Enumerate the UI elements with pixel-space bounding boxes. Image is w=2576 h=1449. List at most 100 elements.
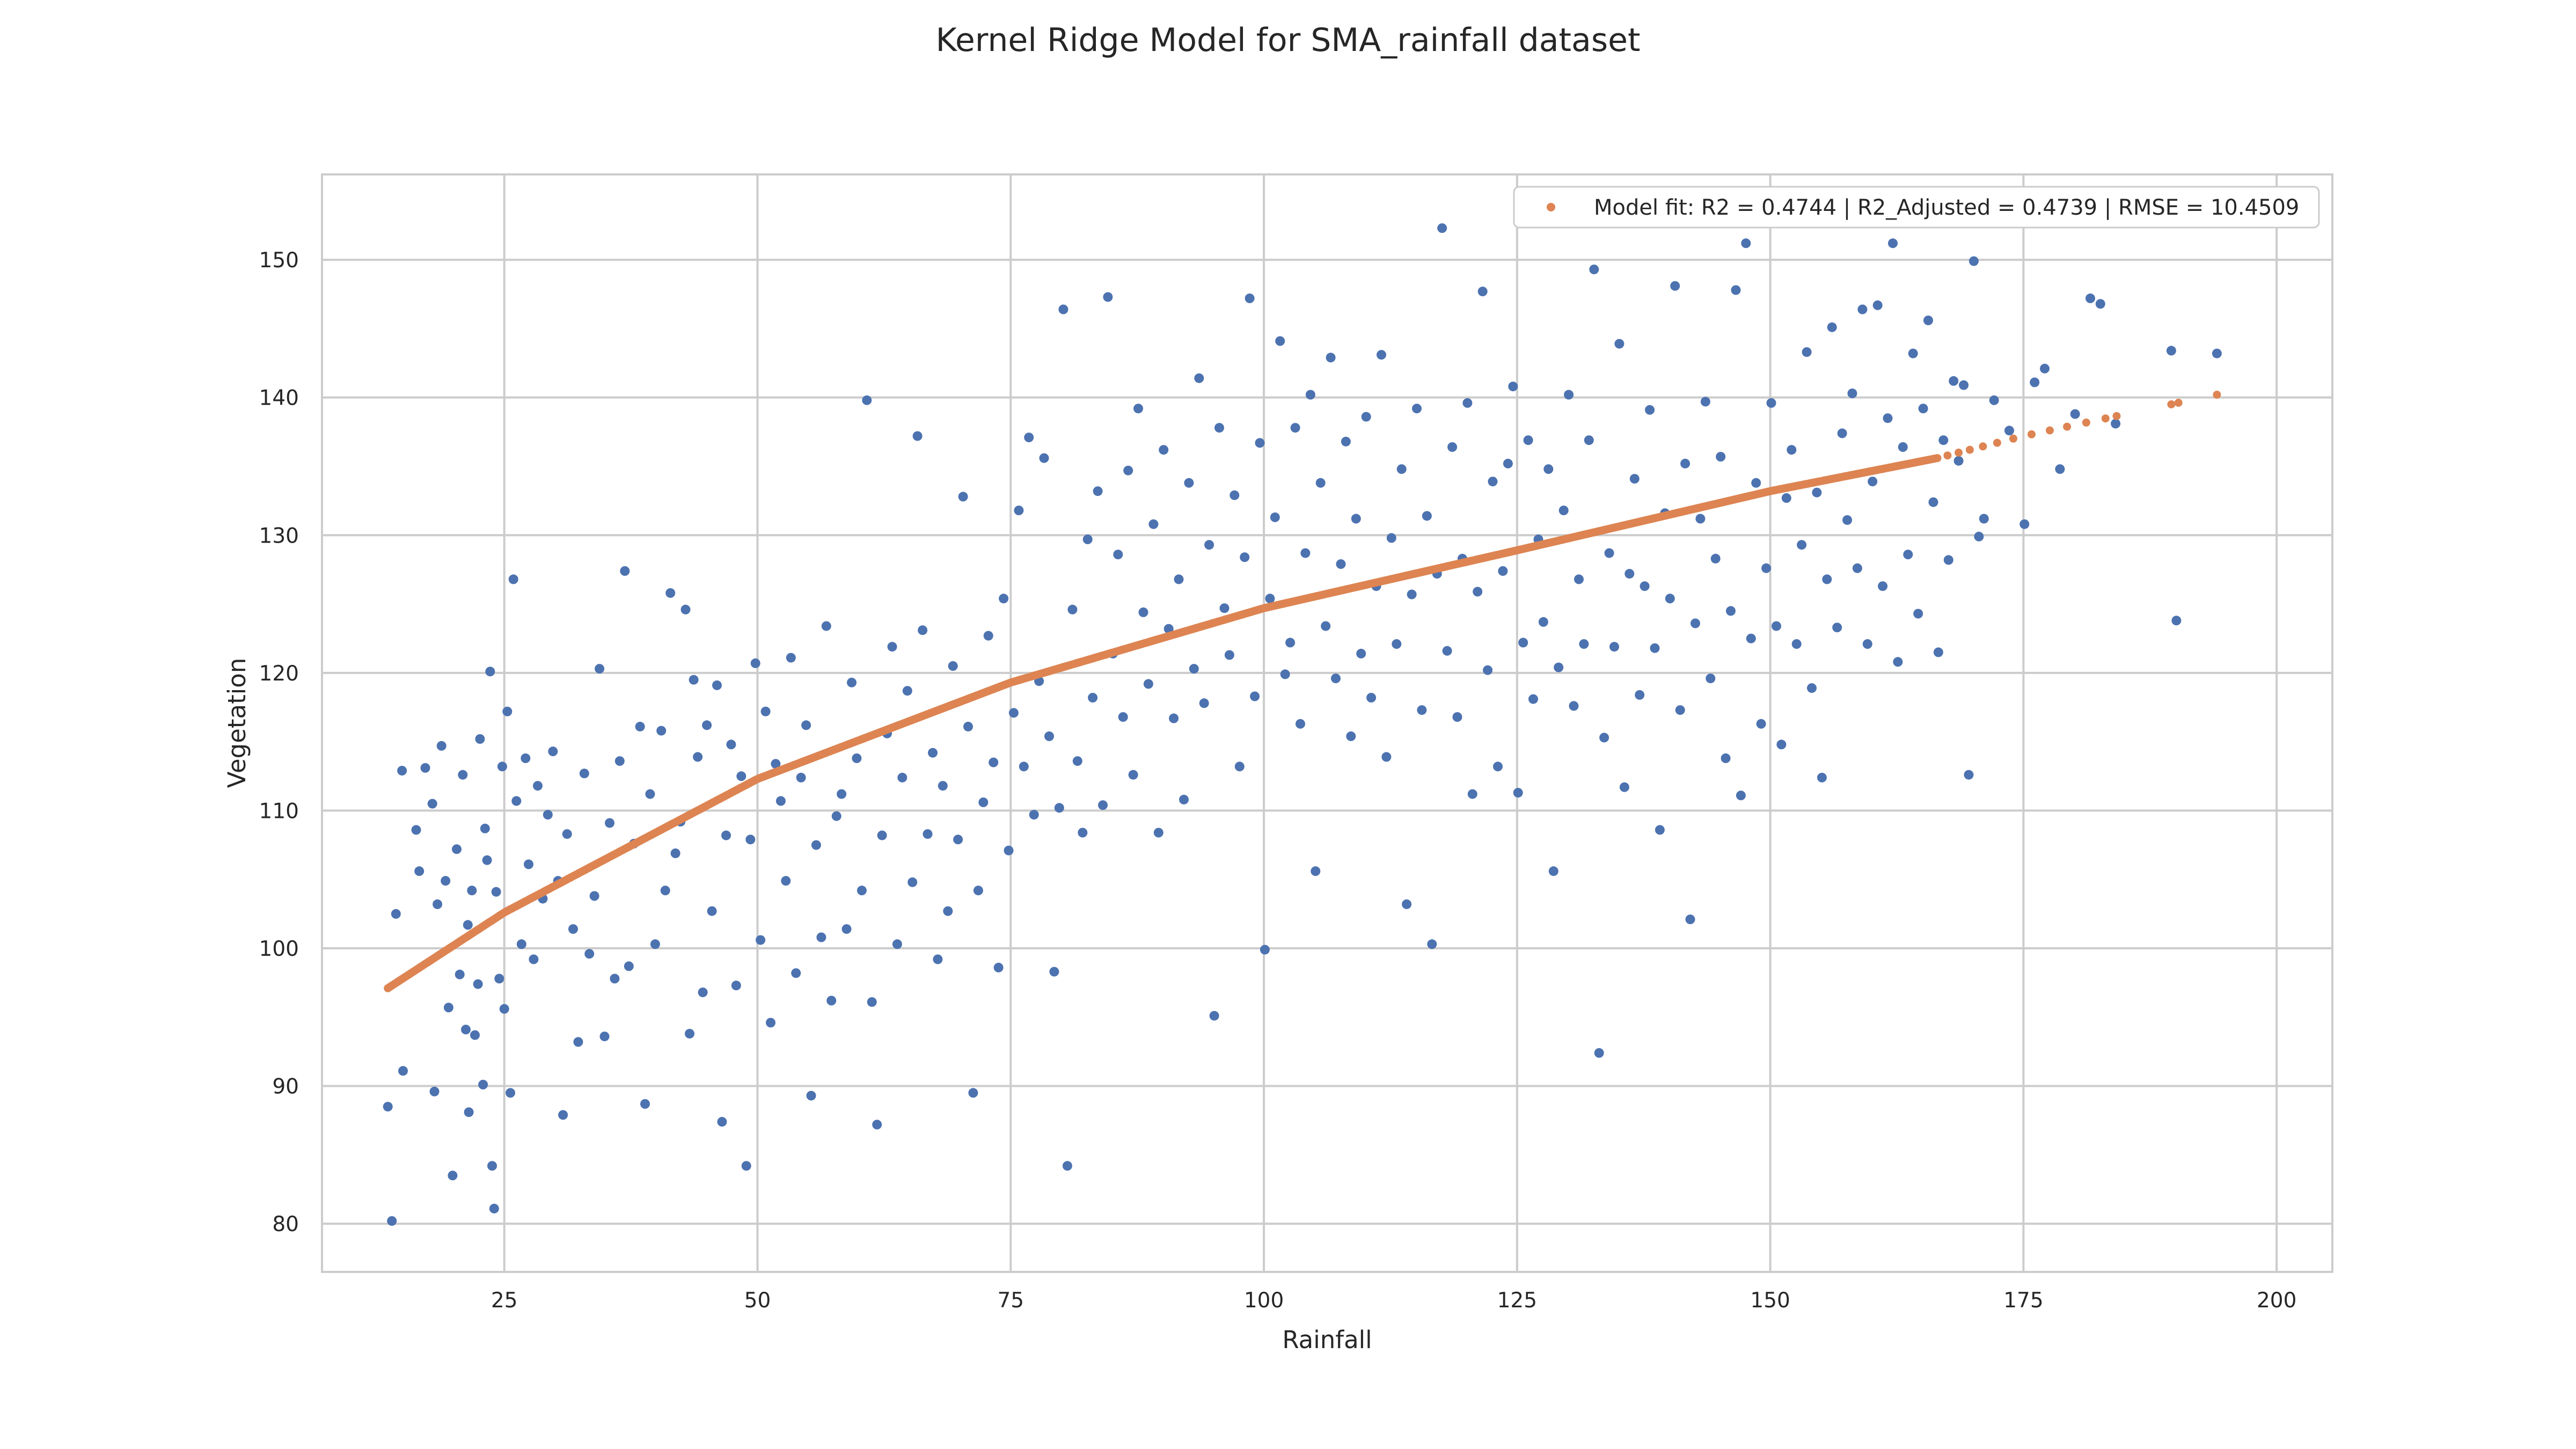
observed-point — [1159, 445, 1169, 455]
observed-point — [1467, 789, 1477, 799]
observed-point — [595, 664, 605, 674]
observed-point — [1250, 691, 1260, 701]
observed-point — [1082, 535, 1093, 544]
observed-point — [1604, 548, 1614, 558]
observed-point — [1913, 609, 1923, 619]
observed-point — [650, 939, 660, 949]
observed-point — [1174, 574, 1184, 584]
observed-point — [1103, 292, 1113, 302]
observed-point — [750, 658, 760, 668]
observed-point — [463, 920, 473, 930]
observed-point — [1629, 474, 1640, 484]
observed-point — [1721, 753, 1731, 763]
observed-point — [1624, 569, 1635, 579]
observed-point — [1989, 395, 1999, 405]
model-fit-point — [1993, 438, 2001, 447]
observed-point — [857, 885, 867, 896]
y-tick-label: 150 — [259, 248, 299, 273]
observed-point — [1315, 478, 1326, 488]
observed-point — [862, 395, 872, 405]
observed-point — [579, 769, 589, 779]
observed-point — [1184, 478, 1194, 488]
observed-point — [1791, 639, 1802, 649]
observed-point — [806, 1091, 816, 1101]
observed-point — [473, 979, 483, 989]
observed-point — [1113, 550, 1123, 560]
observed-point — [489, 1204, 499, 1213]
observed-point — [756, 935, 766, 945]
observed-point — [712, 680, 722, 690]
observed-point — [1452, 712, 1462, 722]
observed-point — [1832, 623, 1842, 633]
observed-point — [867, 997, 877, 1007]
observed-point — [436, 741, 447, 751]
observed-point — [620, 566, 630, 576]
observed-point — [1680, 458, 1690, 469]
model-fit-point — [2063, 422, 2072, 431]
x-tick-label: 25 — [491, 1289, 518, 1313]
observed-point — [826, 996, 837, 1006]
observed-point — [660, 885, 670, 896]
observed-point — [698, 987, 708, 998]
observed-point — [1498, 566, 1508, 576]
observed-point — [1072, 756, 1082, 766]
observed-point — [470, 1030, 480, 1040]
observed-point — [645, 789, 655, 799]
observed-point — [1898, 442, 1908, 452]
observed-point — [1868, 477, 1878, 487]
observed-point — [1407, 589, 1417, 599]
observed-point — [1928, 497, 1938, 507]
observed-point — [511, 796, 522, 806]
observed-point — [1685, 914, 1695, 925]
observed-point — [2212, 348, 2222, 358]
observed-point — [1949, 376, 1959, 386]
observed-point — [491, 887, 501, 897]
observed-point — [529, 954, 539, 964]
observed-point — [1351, 514, 1361, 524]
observed-point — [781, 876, 791, 886]
observed-point — [1599, 733, 1609, 743]
observed-point — [1133, 404, 1143, 414]
observed-point — [427, 799, 437, 809]
y-tick-label: 110 — [259, 799, 299, 823]
observed-point — [877, 830, 887, 840]
observed-point — [521, 753, 531, 763]
observed-point — [464, 1107, 474, 1117]
observed-point — [2055, 464, 2065, 474]
model-fit-point — [2174, 399, 2183, 407]
observed-point — [640, 1099, 650, 1109]
observed-point — [1473, 587, 1483, 597]
observed-point — [1270, 512, 1280, 522]
observed-point — [1635, 690, 1645, 700]
observed-point — [1148, 519, 1159, 529]
observed-point — [397, 766, 407, 775]
observed-point — [693, 752, 703, 762]
observed-point — [1290, 423, 1300, 433]
model-fit-point — [1955, 448, 1963, 457]
observed-point — [1700, 397, 1710, 407]
gridlines — [322, 174, 2332, 1272]
observed-point — [398, 1066, 408, 1076]
observed-point — [1695, 514, 1706, 524]
observed-point — [1554, 662, 1564, 672]
observed-point — [948, 661, 958, 671]
observed-point — [599, 1031, 610, 1042]
observed-point — [1741, 238, 1751, 248]
observed-point — [1710, 553, 1721, 564]
x-tick-label: 200 — [2257, 1289, 2296, 1313]
observed-point — [1888, 238, 1898, 248]
observed-point — [908, 877, 918, 887]
observed-point — [1402, 899, 1412, 909]
observed-point — [1093, 486, 1103, 496]
observed-point — [1665, 594, 1675, 604]
observed-point — [1493, 762, 1503, 772]
observed-point — [548, 747, 558, 757]
observed-point — [1736, 791, 1746, 801]
observed-point — [943, 906, 953, 916]
observed-point — [786, 653, 796, 663]
observed-point — [443, 1002, 453, 1013]
observed-point — [1772, 621, 1781, 631]
observed-point — [461, 1024, 471, 1035]
observed-point — [1381, 752, 1392, 762]
observed-point — [1058, 304, 1069, 314]
